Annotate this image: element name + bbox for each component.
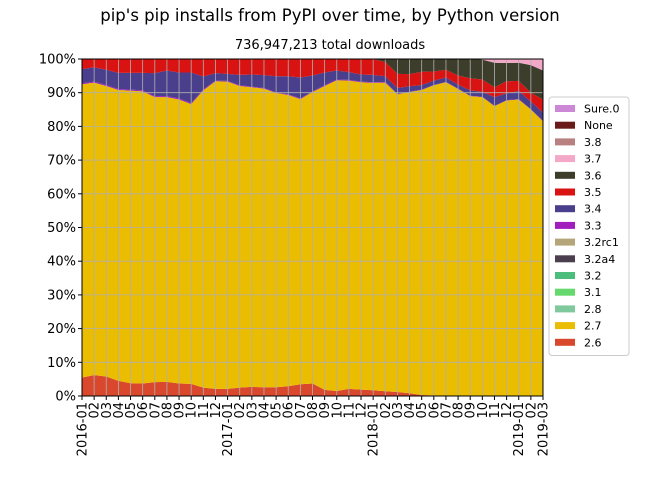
x-tick-label: 2016-01 <box>76 402 91 456</box>
y-axis: 0% 10% 20% 30% 40% 50% 60% 70% 80% 90% 100% <box>39 53 82 405</box>
y-tick-label: 40% <box>47 255 76 270</box>
legend-label: 2.6 <box>584 336 602 349</box>
x-tick-label: 05 <box>124 402 139 419</box>
y-tick-label: 50% <box>47 221 76 236</box>
x-tick-label: 2018-01 <box>367 402 382 456</box>
x-tick-label: 02 <box>233 402 248 419</box>
x-tick-label: 06 <box>427 402 442 419</box>
legend-label: 3.3 <box>584 219 602 232</box>
x-tick-label: 03 <box>245 402 260 419</box>
y-tick-label: 10% <box>47 356 76 371</box>
legend-label: 3.7 <box>584 153 602 166</box>
y-tick-label: 20% <box>47 322 76 337</box>
legend-swatch <box>555 221 575 229</box>
y-tick-label: 0% <box>55 390 76 405</box>
x-tick-label: 10 <box>476 402 491 419</box>
x-tick-label: 10 <box>330 402 345 419</box>
legend-label: 3.4 <box>584 203 602 216</box>
chart-title: pip's pip installs from PyPI over time, … <box>100 6 560 25</box>
x-tick-label: 09 <box>318 402 333 419</box>
x-tick-label: 09 <box>464 402 479 419</box>
x-tick-label: 04 <box>403 402 418 419</box>
chart-subtitle: 736,947,213 total downloads <box>234 38 426 53</box>
legend-label: 3.8 <box>584 136 602 149</box>
x-tick-label: 07 <box>439 402 454 419</box>
legend-swatch <box>555 255 575 263</box>
legend-swatch <box>555 272 575 279</box>
x-tick-label: 07 <box>148 402 163 419</box>
x-tick-label: 02 <box>379 402 394 419</box>
x-tick-label: 11 <box>342 402 357 419</box>
legend-swatch <box>555 288 575 296</box>
legend-swatch <box>555 205 575 213</box>
legend-label: Sure.0 <box>584 103 620 116</box>
x-tick-label: 05 <box>415 402 430 419</box>
legend: Sure.0 None 3.8 3.7 3.6 3.5 3.4 3.3 3.2rc1 3.2a4 3… <box>548 96 630 356</box>
y-tick-label: 60% <box>47 187 76 202</box>
x-tick-label: 02 <box>524 402 539 419</box>
legend-label: 2.7 <box>584 320 602 333</box>
y-tick-label: 100% <box>39 53 76 68</box>
legend-label: 3.2 <box>584 270 602 283</box>
x-tick-label: 11 <box>488 402 503 419</box>
x-tick-label: 2019-03 <box>537 402 552 456</box>
legend-swatch <box>555 138 575 146</box>
legend-swatch <box>555 238 575 246</box>
legend-swatch <box>555 322 575 330</box>
x-tick-label: 04 <box>257 402 272 419</box>
legend-swatch <box>555 121 575 129</box>
x-tick-label: 07 <box>294 402 309 419</box>
legend-label: 3.5 <box>584 186 602 199</box>
x-tick-label: 03 <box>100 402 115 419</box>
x-tick-label: 06 <box>282 402 297 419</box>
legend-label: 3.2a4 <box>584 253 615 266</box>
y-tick-label: 90% <box>47 86 76 101</box>
y-tick-label: 30% <box>47 288 76 303</box>
x-tick-label: 2019-01 <box>512 402 527 456</box>
legend-swatch <box>555 305 575 313</box>
x-tick-label: 08 <box>160 402 175 419</box>
legend-label: 3.6 <box>584 169 602 182</box>
area-series-3-5 <box>82 59 543 113</box>
area-series-3-7 <box>82 59 543 71</box>
legend-label: None <box>584 119 613 132</box>
y-tick-label: 70% <box>47 154 76 169</box>
legend-label: 3.1 <box>584 286 602 299</box>
y-tick-label: 80% <box>47 120 76 135</box>
x-tick-label: 10 <box>185 402 200 419</box>
x-tick-label: 12 <box>500 402 515 419</box>
legend-swatch <box>555 171 575 179</box>
x-tick-label: 04 <box>112 402 127 419</box>
x-tick-label: 08 <box>306 402 321 419</box>
x-tick-label: 06 <box>136 402 151 419</box>
x-tick-label: 08 <box>452 402 467 419</box>
legend-swatch <box>555 155 575 163</box>
area-series-3-6 <box>82 59 543 100</box>
legend-label: 3.2rc1 <box>584 236 619 249</box>
legend-swatch <box>555 105 575 112</box>
area-series-3-4 <box>82 67 543 122</box>
legend-swatch <box>555 188 575 196</box>
x-tick-label: 02 <box>88 402 103 419</box>
x-tick-label: 11 <box>197 402 212 419</box>
x-tick-label: 05 <box>270 402 285 419</box>
legend-label: 2.8 <box>584 303 602 316</box>
x-tick-label: 2017-01 <box>221 402 236 456</box>
legend-swatch <box>555 338 575 346</box>
x-tick-label: 09 <box>173 402 188 419</box>
x-tick-label: 12 <box>209 402 224 419</box>
x-tick-label: 03 <box>391 402 406 419</box>
x-tick-label: 12 <box>355 402 370 419</box>
x-axis: 2016-0102030405060708091011122017-010203… <box>76 396 552 456</box>
